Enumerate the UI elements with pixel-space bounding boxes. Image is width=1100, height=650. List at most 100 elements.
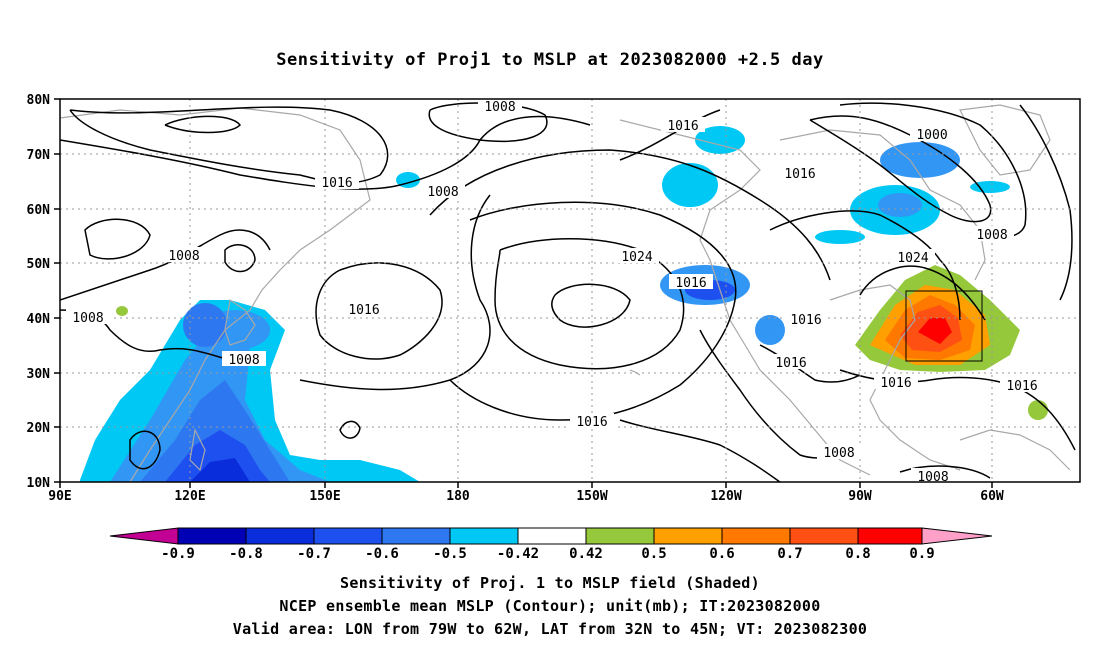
colorbar-label: -0.8 <box>229 546 263 562</box>
colorbar-segment <box>245 527 315 545</box>
contour-label: 1008 <box>427 185 458 200</box>
colorbar-segment <box>381 527 451 545</box>
coastline-hawaii <box>629 369 641 376</box>
coastline-canada <box>779 129 986 281</box>
colorbar-label: 0.5 <box>641 546 666 562</box>
contour-label: 1008 <box>823 446 854 461</box>
contour-label: 1016 <box>576 415 607 430</box>
colorbar-segment <box>653 527 723 545</box>
lat-label: 80N <box>27 93 51 108</box>
contour-label: 1016 <box>784 167 815 182</box>
neg-sensitivity-alaska <box>662 163 718 207</box>
colorbar-segment <box>517 527 587 545</box>
lon-label: 120W <box>710 489 741 504</box>
mslp-contours <box>60 102 1076 482</box>
mslp-contour <box>315 262 443 360</box>
mslp-contour <box>129 430 161 470</box>
mslp-contour <box>60 229 271 301</box>
mslp-contour <box>60 115 591 190</box>
lon-label: 150E <box>309 489 340 504</box>
mslp-contour <box>299 194 491 391</box>
contour-label: 1000 <box>916 128 947 143</box>
contour-label: 1016 <box>667 119 698 134</box>
coastline-north-america <box>619 119 871 476</box>
contour-label: 1016 <box>880 376 911 391</box>
caption-line-3: Valid area: LON from 79W to 62W, LAT fro… <box>232 620 868 638</box>
lon-label: 90E <box>48 489 71 504</box>
mslp-contour <box>769 210 961 321</box>
contour-label: 1016 <box>790 313 821 328</box>
neg-sensitivity-iceland <box>970 181 1010 193</box>
colorbar-low-triangle <box>109 527 179 545</box>
colorbar-segment <box>721 527 791 545</box>
lon-label: 60W <box>980 489 1004 504</box>
valid-area-box <box>905 290 983 362</box>
mslp-contour <box>449 201 737 421</box>
colorbar: -0.9 -0.8 -0.7 -0.6 -0.5 -0.42 0.42 0.5 … <box>109 527 993 562</box>
lat-label: 20N <box>27 421 51 436</box>
pos-sensitivity-caribbean <box>1028 400 1048 420</box>
contour-label: 1008 <box>228 353 259 368</box>
lat-label: 10N <box>27 476 51 491</box>
neg-sensitivity-greenland <box>880 142 960 178</box>
mslp-contour <box>550 283 631 328</box>
caption-line-2: NCEP ensemble mean MSLP (Contour); unit(… <box>279 597 821 615</box>
neg-sensitivity-asia-core <box>140 380 290 482</box>
colorbar-label: 0.9 <box>909 546 934 562</box>
neg-sensitivity-asia-strong <box>165 430 270 482</box>
colorbar-label: -0.42 <box>497 546 539 562</box>
mslp-contour <box>224 244 256 273</box>
contour-label: 1016 <box>321 176 352 191</box>
contour-label: 1008 <box>976 228 1007 243</box>
lat-label: 40N <box>27 312 51 327</box>
mslp-contour <box>339 420 361 439</box>
colorbar-segment <box>857 527 923 545</box>
contour-label: 1008 <box>484 100 515 115</box>
mslp-contour <box>899 465 991 479</box>
contour-label: 1024 <box>621 250 652 265</box>
contour-labels: 1008 1016 1008 1008 1016 1008 1008 1016 … <box>66 98 1044 485</box>
colorbar-label: 0.7 <box>777 546 802 562</box>
colorbar-label: -0.6 <box>365 546 399 562</box>
contour-label: 1008 <box>168 249 199 264</box>
gridlines <box>60 99 1080 482</box>
mslp-contour <box>494 238 685 370</box>
coastline-philippines <box>189 428 206 472</box>
contour-label: 1024 <box>897 251 928 266</box>
colorbar-segment <box>789 527 859 545</box>
coastline-asia <box>60 107 371 482</box>
mslp-contour <box>84 218 151 260</box>
coastline-japan <box>224 298 256 346</box>
map-title: Sensitivity of Proj1 to MSLP at 20230820… <box>276 50 824 70</box>
mslp-contour <box>1019 104 1073 301</box>
mslp-contour <box>859 265 986 321</box>
colorbar-segment <box>585 527 655 545</box>
neg-sensitivity-hudson <box>815 230 865 244</box>
colorbar-label: -0.7 <box>297 546 331 562</box>
neg-sensitivity-yellowsea <box>183 303 227 347</box>
mslp-contour <box>164 115 241 134</box>
colorbar-label: -0.5 <box>433 546 467 562</box>
colorbar-label: -0.9 <box>161 546 195 562</box>
coastline-greenland <box>959 104 1051 176</box>
colorbar-segment <box>313 527 383 545</box>
colorbar-label: 0.8 <box>845 546 870 562</box>
mslp-contour <box>809 115 992 223</box>
neg-sensitivity-labrador-core <box>878 193 922 217</box>
mslp-contour <box>619 419 781 482</box>
axis-ticks <box>54 98 993 488</box>
contour-label: 1016 <box>775 356 806 371</box>
lon-label: 120E <box>174 489 205 504</box>
colorbar-label: 0.42 <box>569 546 603 562</box>
colorbar-segment <box>449 527 519 545</box>
pos-sensitivity-atlantic-08 <box>918 318 952 344</box>
contour-label: 1016 <box>675 276 706 291</box>
lon-label: 150W <box>576 489 607 504</box>
lat-label: 70N <box>27 148 51 163</box>
coastline-east-us <box>829 284 961 471</box>
lat-label: 50N <box>27 257 51 272</box>
contour-label: 1016 <box>1006 379 1037 394</box>
longitude-labels: 90E 120E 150E 180 150W 120W 90W 60W <box>48 489 1004 504</box>
mslp-contour <box>429 149 831 281</box>
